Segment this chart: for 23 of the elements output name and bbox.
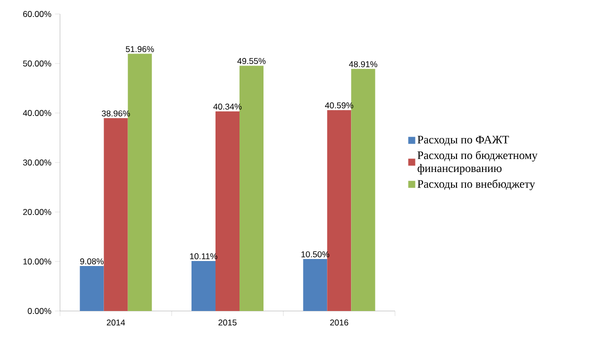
y-tick-label: 10.00% bbox=[23, 258, 52, 264]
bar bbox=[192, 260, 216, 311]
bar bbox=[80, 266, 104, 311]
y-tick-label: 60.00% bbox=[23, 11, 52, 17]
y-tick-label: 40.00% bbox=[22, 110, 52, 116]
legend-label: Расходы по внебюджету bbox=[418, 179, 536, 190]
x-tick-label: 2015 bbox=[218, 320, 237, 326]
bar bbox=[303, 259, 328, 311]
y-tick-label: 50.00% bbox=[23, 60, 52, 66]
x-tick-label: 2014 bbox=[106, 320, 126, 326]
bar bbox=[104, 118, 128, 311]
y-tick-label: 20.00% bbox=[23, 209, 52, 215]
data-label: 48.91% bbox=[349, 61, 378, 68]
bar bbox=[240, 66, 264, 311]
data-label: 9.08% bbox=[80, 258, 104, 264]
bar bbox=[216, 111, 240, 311]
y-tick-label: 30.00% bbox=[23, 160, 52, 166]
data-label: 51.96% bbox=[126, 46, 154, 52]
x-tick-label: 2016 bbox=[330, 320, 348, 326]
y-tick-label: 0.00% bbox=[28, 308, 52, 314]
data-label: 49.55% bbox=[237, 58, 266, 64]
legend-label: Расходы по бюджетному финансированию bbox=[418, 150, 538, 174]
legend-label: Расходы по ФАЖТ bbox=[418, 136, 509, 146]
